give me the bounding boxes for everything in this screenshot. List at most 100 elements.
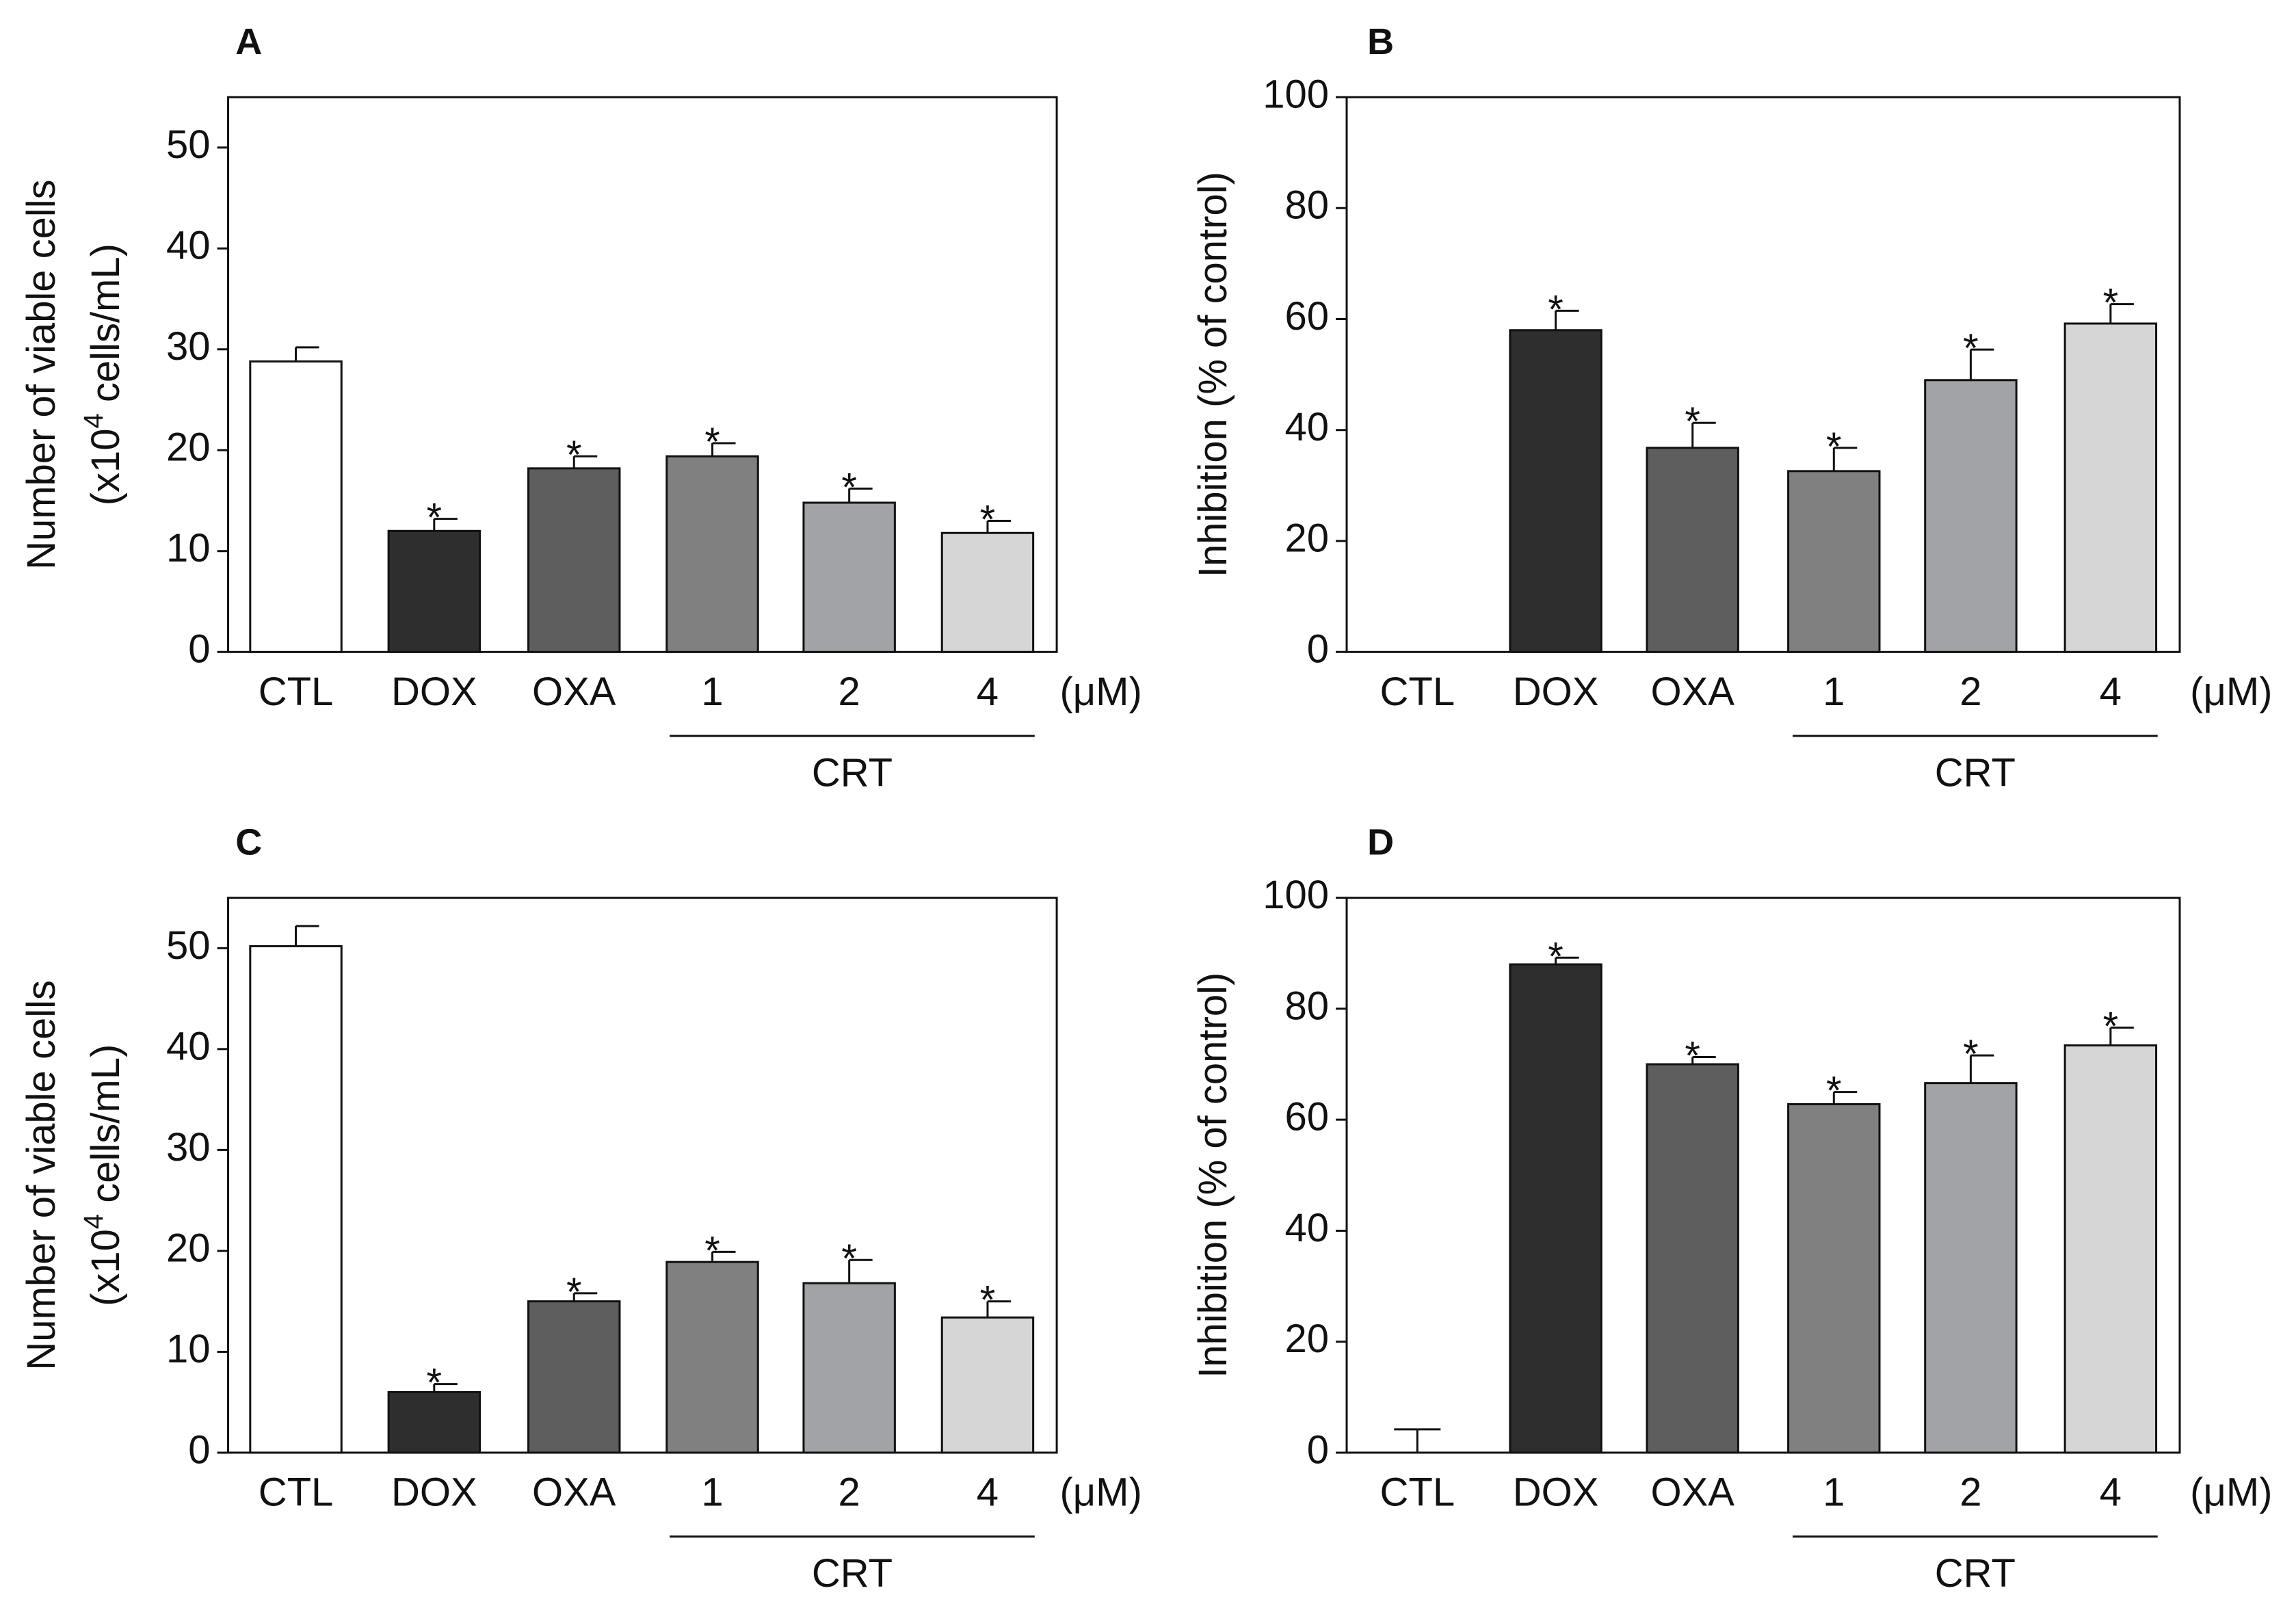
category-label: 1 <box>701 1470 723 1515</box>
significance-star: * <box>980 498 996 542</box>
y-axis-subtitle-superscript: 4 <box>79 413 109 428</box>
y-tick-label: 30 <box>166 324 211 369</box>
y-axis-title: Number of viable cells <box>19 179 64 570</box>
unit-label: (μM) <box>1059 1470 1142 1515</box>
significance-star: * <box>704 420 720 464</box>
category-label: DOX <box>1513 670 1599 714</box>
bar-group: *1 <box>1787 1069 1881 1515</box>
bar <box>665 1261 759 1454</box>
significance-star: * <box>841 1237 857 1281</box>
category-label: DOX <box>1513 1470 1599 1515</box>
y-tick-label: 10 <box>166 1327 211 1371</box>
bar <box>1924 1082 2018 1454</box>
chart-panel-A: A 0 10 20 30 40 50 Number of viable cells (x104 … <box>19 21 1142 795</box>
y-tick-label: 40 <box>166 224 211 268</box>
significance-star: * <box>2103 1005 2119 1049</box>
category-label: 2 <box>839 1470 860 1515</box>
bar-group: *2 <box>1924 1032 2018 1515</box>
category-label: DOX <box>391 670 477 714</box>
significance-star: * <box>1548 287 1563 332</box>
category-label: CTL <box>259 1470 334 1515</box>
y-tick-label: 80 <box>1284 984 1329 1028</box>
significance-star: * <box>427 1361 443 1405</box>
significance-star: * <box>1826 1069 1842 1113</box>
bar-group: *4 <box>2063 281 2158 714</box>
y-axis-subtitle: (x104 cells/mL) <box>79 243 129 505</box>
bar-group: *1 <box>665 1228 759 1515</box>
y-axis-title: Number of viable cells <box>19 980 64 1371</box>
bar <box>940 531 1035 653</box>
bar-group: *2 <box>1924 326 2018 714</box>
bar <box>802 1282 896 1454</box>
y-tick-label: 100 <box>1263 72 1329 116</box>
y-tick-label: 0 <box>188 1427 210 1472</box>
bar <box>1646 1063 1739 1454</box>
significance-star: * <box>566 1270 582 1315</box>
bar-group: CTL <box>249 346 343 714</box>
chart-panel-C: C 0 10 20 30 40 50 Number of viable cells (x104 … <box>19 821 1142 1596</box>
y-tick-label: 20 <box>166 425 211 470</box>
category-label: OXA <box>532 1470 616 1515</box>
bar <box>1509 963 1602 1454</box>
bar-group: CTL <box>1380 1428 1455 1515</box>
significance-star: * <box>1548 934 1563 979</box>
bar-group: *4 <box>940 498 1035 714</box>
y-tick-label: 0 <box>1307 1427 1329 1472</box>
category-label: 1 <box>1823 670 1845 714</box>
y-tick-label: 0 <box>188 627 210 672</box>
significance-star: * <box>1685 1034 1700 1079</box>
chart-panel-B: B 0 20 40 60 80 100 Inhibition (% of control) CT… <box>1191 21 2273 795</box>
y-tick-label: 20 <box>1284 516 1329 560</box>
y-tick-label: 100 <box>1263 873 1329 917</box>
plot-frame <box>227 897 1058 1454</box>
y-axis-title: Inhibition (% of control) <box>1191 973 1235 1378</box>
bar <box>1787 470 1881 653</box>
category-label: 1 <box>701 670 723 714</box>
category-label: 4 <box>977 1470 999 1515</box>
bar <box>249 945 343 1454</box>
bar <box>1787 1103 1881 1454</box>
significance-star: * <box>2103 281 2119 326</box>
y-tick-label: 40 <box>1284 405 1329 449</box>
category-label: CTL <box>1380 1470 1455 1515</box>
y-tick-label: 20 <box>1284 1317 1329 1361</box>
group-label: CRT <box>812 1551 893 1596</box>
bar <box>527 467 621 653</box>
plot-frame <box>1345 96 2181 653</box>
unit-label: (μM) <box>2190 670 2272 714</box>
y-tick-label: 60 <box>1284 1095 1329 1139</box>
significance-star: * <box>566 433 582 477</box>
bar-group: * OXA <box>527 1270 621 1515</box>
panel-letter: C <box>235 821 262 862</box>
bar <box>802 501 896 653</box>
bar <box>387 1390 481 1454</box>
unit-label: (μM) <box>1059 670 1142 714</box>
category-label: DOX <box>391 1470 477 1515</box>
significance-star: * <box>1963 1032 1979 1077</box>
panel-letter: B <box>1367 21 1394 62</box>
bar-group: * DOX <box>387 1361 481 1515</box>
bar <box>940 1316 1035 1454</box>
bar-group: * OXA <box>1646 399 1739 714</box>
category-label: 4 <box>977 670 999 714</box>
y-tick-label: 60 <box>1284 294 1329 339</box>
y-tick-label: 30 <box>166 1125 211 1170</box>
significance-star: * <box>980 1278 996 1323</box>
significance-star: * <box>1826 425 1842 469</box>
category-label: 4 <box>2100 1470 2122 1515</box>
y-tick-label: 40 <box>166 1024 211 1068</box>
bar-group: * DOX <box>1509 934 1602 1515</box>
group-label: CRT <box>812 750 893 795</box>
plot-frame <box>227 96 1058 653</box>
bar <box>387 529 481 653</box>
chart-panel-D: D 0 20 40 60 80 100 Inhibition (% of control) CT… <box>1191 821 2273 1596</box>
bar-group: *4 <box>940 1278 1035 1515</box>
bar <box>665 455 759 653</box>
bar-group: *4 <box>2063 1005 2158 1515</box>
bar-group: * OXA <box>1646 1034 1739 1515</box>
category-label: 2 <box>839 670 860 714</box>
significance-star: * <box>1685 399 1700 444</box>
category-label: 2 <box>1959 1470 1981 1515</box>
group-label: CRT <box>1935 750 2016 795</box>
